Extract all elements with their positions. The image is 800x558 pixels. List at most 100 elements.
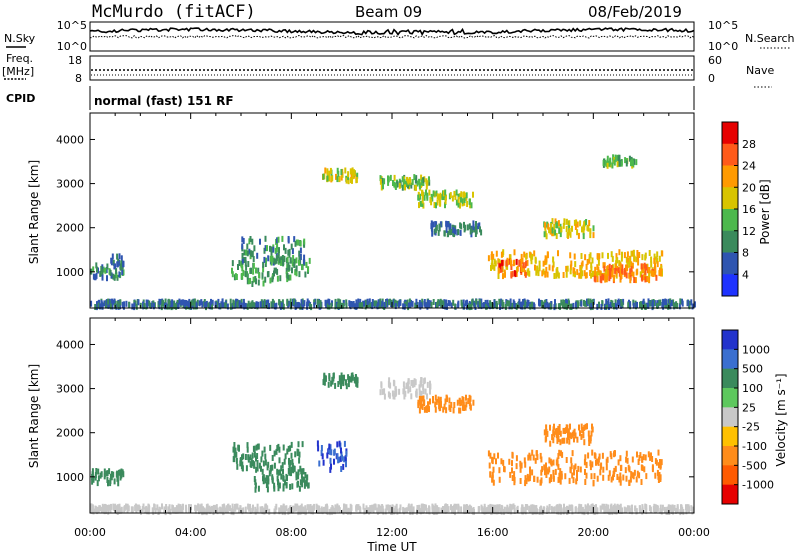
velocity-cell [513,508,516,514]
power-cell [240,261,243,268]
velocity-cell [323,506,326,513]
power-cell [99,303,102,310]
velocity-cell [539,479,542,486]
power-cell [628,257,631,264]
velocity-cell [344,379,347,386]
power-cell [381,177,384,184]
velocity-cell [580,504,583,511]
power-cell [463,221,465,228]
power-cell [524,271,527,278]
power-cell [275,257,278,264]
power-cell [597,259,600,266]
power-cell [641,254,644,261]
power-cell [596,303,599,310]
power-cell [513,301,516,308]
velocity-cell [100,471,103,478]
power-cell [381,300,384,307]
power-cell [304,271,307,278]
velocity-cell [573,428,576,435]
power-cell [469,228,472,235]
velocity-cell [674,507,677,514]
velocity-cell [278,507,281,514]
power-cell [510,264,513,270]
power-cell [505,259,508,266]
velocity-cell [566,437,569,444]
velocity-cell [615,508,618,515]
power-cell [606,155,609,162]
power-cell [489,300,492,307]
power-cell [640,303,643,310]
power-cell [387,175,389,182]
velocity-cell [420,377,423,384]
velocity-cell [618,476,621,483]
velocity-cell [590,430,593,437]
power-cell [266,245,268,252]
velocity-cell [299,479,302,486]
velocity-cell [567,507,570,514]
velocity-cell [498,504,501,511]
velocity-cell [519,466,522,473]
power-cell [485,303,488,310]
power-cell [287,274,290,281]
velocity-cell [601,452,604,459]
power-cell [471,299,474,306]
velocity-cell [434,401,437,408]
power-cell [204,301,207,308]
velocity-colorbar-swatch [722,465,738,486]
power-cell [460,196,462,203]
power-cell [522,299,525,305]
power-cell [115,268,118,275]
power-cell [264,276,267,283]
velocity-cell [608,470,611,477]
power-cell [288,264,291,271]
velocity-cell [591,503,594,510]
power-cell [378,302,381,309]
velocity-cell [320,450,323,457]
velocity-cell [280,506,283,513]
power-cell [307,266,310,273]
velocity-cell [445,394,448,401]
power-cell [350,172,353,179]
velocity-cell [547,507,550,514]
velocity-cell [608,508,611,515]
velocity-cell [393,380,396,387]
velocity-cell [106,470,109,477]
velocity-cell [503,465,505,472]
velocity-cell [562,427,565,434]
velocity-cell [262,478,265,485]
velocity-cell [288,469,291,476]
power-cell [580,265,583,272]
velocity-cell [591,423,593,430]
power-cell [295,239,298,246]
power-cell [421,191,424,198]
power-cell [128,301,131,308]
power-cell [603,262,606,269]
power-cell [592,225,595,232]
power-cell [617,267,620,274]
velocity-cell [579,466,582,473]
velocity-cell [96,507,99,514]
velocity-cell [511,452,514,459]
power-cell [221,298,224,305]
velocity-cell [659,459,661,465]
power-cell [148,300,151,307]
velocity-colorbar-swatch [722,349,738,370]
power-cell [596,271,599,277]
velocity-cell [343,456,346,463]
power-cell [142,301,145,308]
power-cell [282,260,285,267]
velocity-cell [388,377,391,384]
velocity-cell [329,466,332,473]
power-cell [458,193,461,200]
velocity-cell [592,480,595,487]
power-cell [460,299,463,306]
velocity-cell [576,436,579,443]
power-cell [442,300,445,307]
power-cell [284,247,287,254]
power-cell [106,263,109,270]
velocity-cell [298,457,301,464]
x-tick-label: 08:00 [275,526,307,539]
velocity-cell [330,507,333,514]
velocity-cell [264,506,267,513]
velocity-cell [455,503,458,510]
